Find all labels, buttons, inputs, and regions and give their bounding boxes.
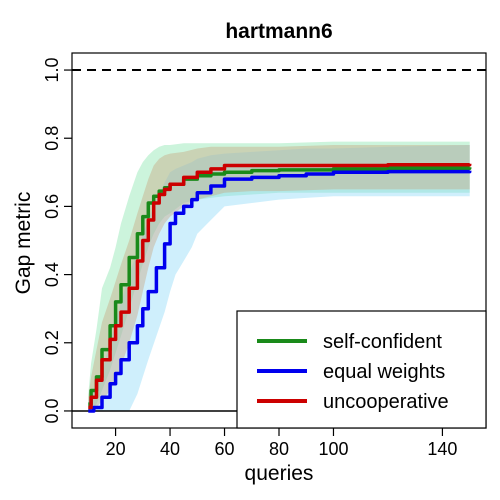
y-tick-label: 0.2 xyxy=(42,330,62,355)
legend-label-2: equal weights xyxy=(323,361,445,383)
y-axis-label: Gap metric xyxy=(12,192,35,295)
x-tick-label: 140 xyxy=(427,439,457,459)
series-line-3 xyxy=(88,163,472,410)
y-tick-label: 0.6 xyxy=(42,194,62,219)
axes: 20 40 60 80 100 140 0.0 0.2 0.4 0.6 0.8 1.0 xyxy=(42,52,487,459)
y-tick-label: 0.8 xyxy=(42,126,62,151)
x-tick-label: 100 xyxy=(318,439,348,459)
x-tick-label: 40 xyxy=(160,439,180,459)
y-tick-label: 0.4 xyxy=(42,262,62,287)
legend-label-1: self-confident xyxy=(323,331,442,353)
x-tick-label: 20 xyxy=(106,439,126,459)
chart-title: hartmann6 xyxy=(225,20,332,43)
legend-label-3: uncooperative xyxy=(323,391,449,413)
legend: self-confident equal weights uncooperative xyxy=(236,310,487,429)
y-tick-label: 0.0 xyxy=(42,398,62,423)
y-tick-label: 1.0 xyxy=(42,58,62,83)
x-tick-label: 80 xyxy=(269,439,289,459)
x-axis-label: queries xyxy=(245,462,314,485)
series-line-2 xyxy=(88,169,472,413)
x-tick-label: 60 xyxy=(215,439,235,459)
